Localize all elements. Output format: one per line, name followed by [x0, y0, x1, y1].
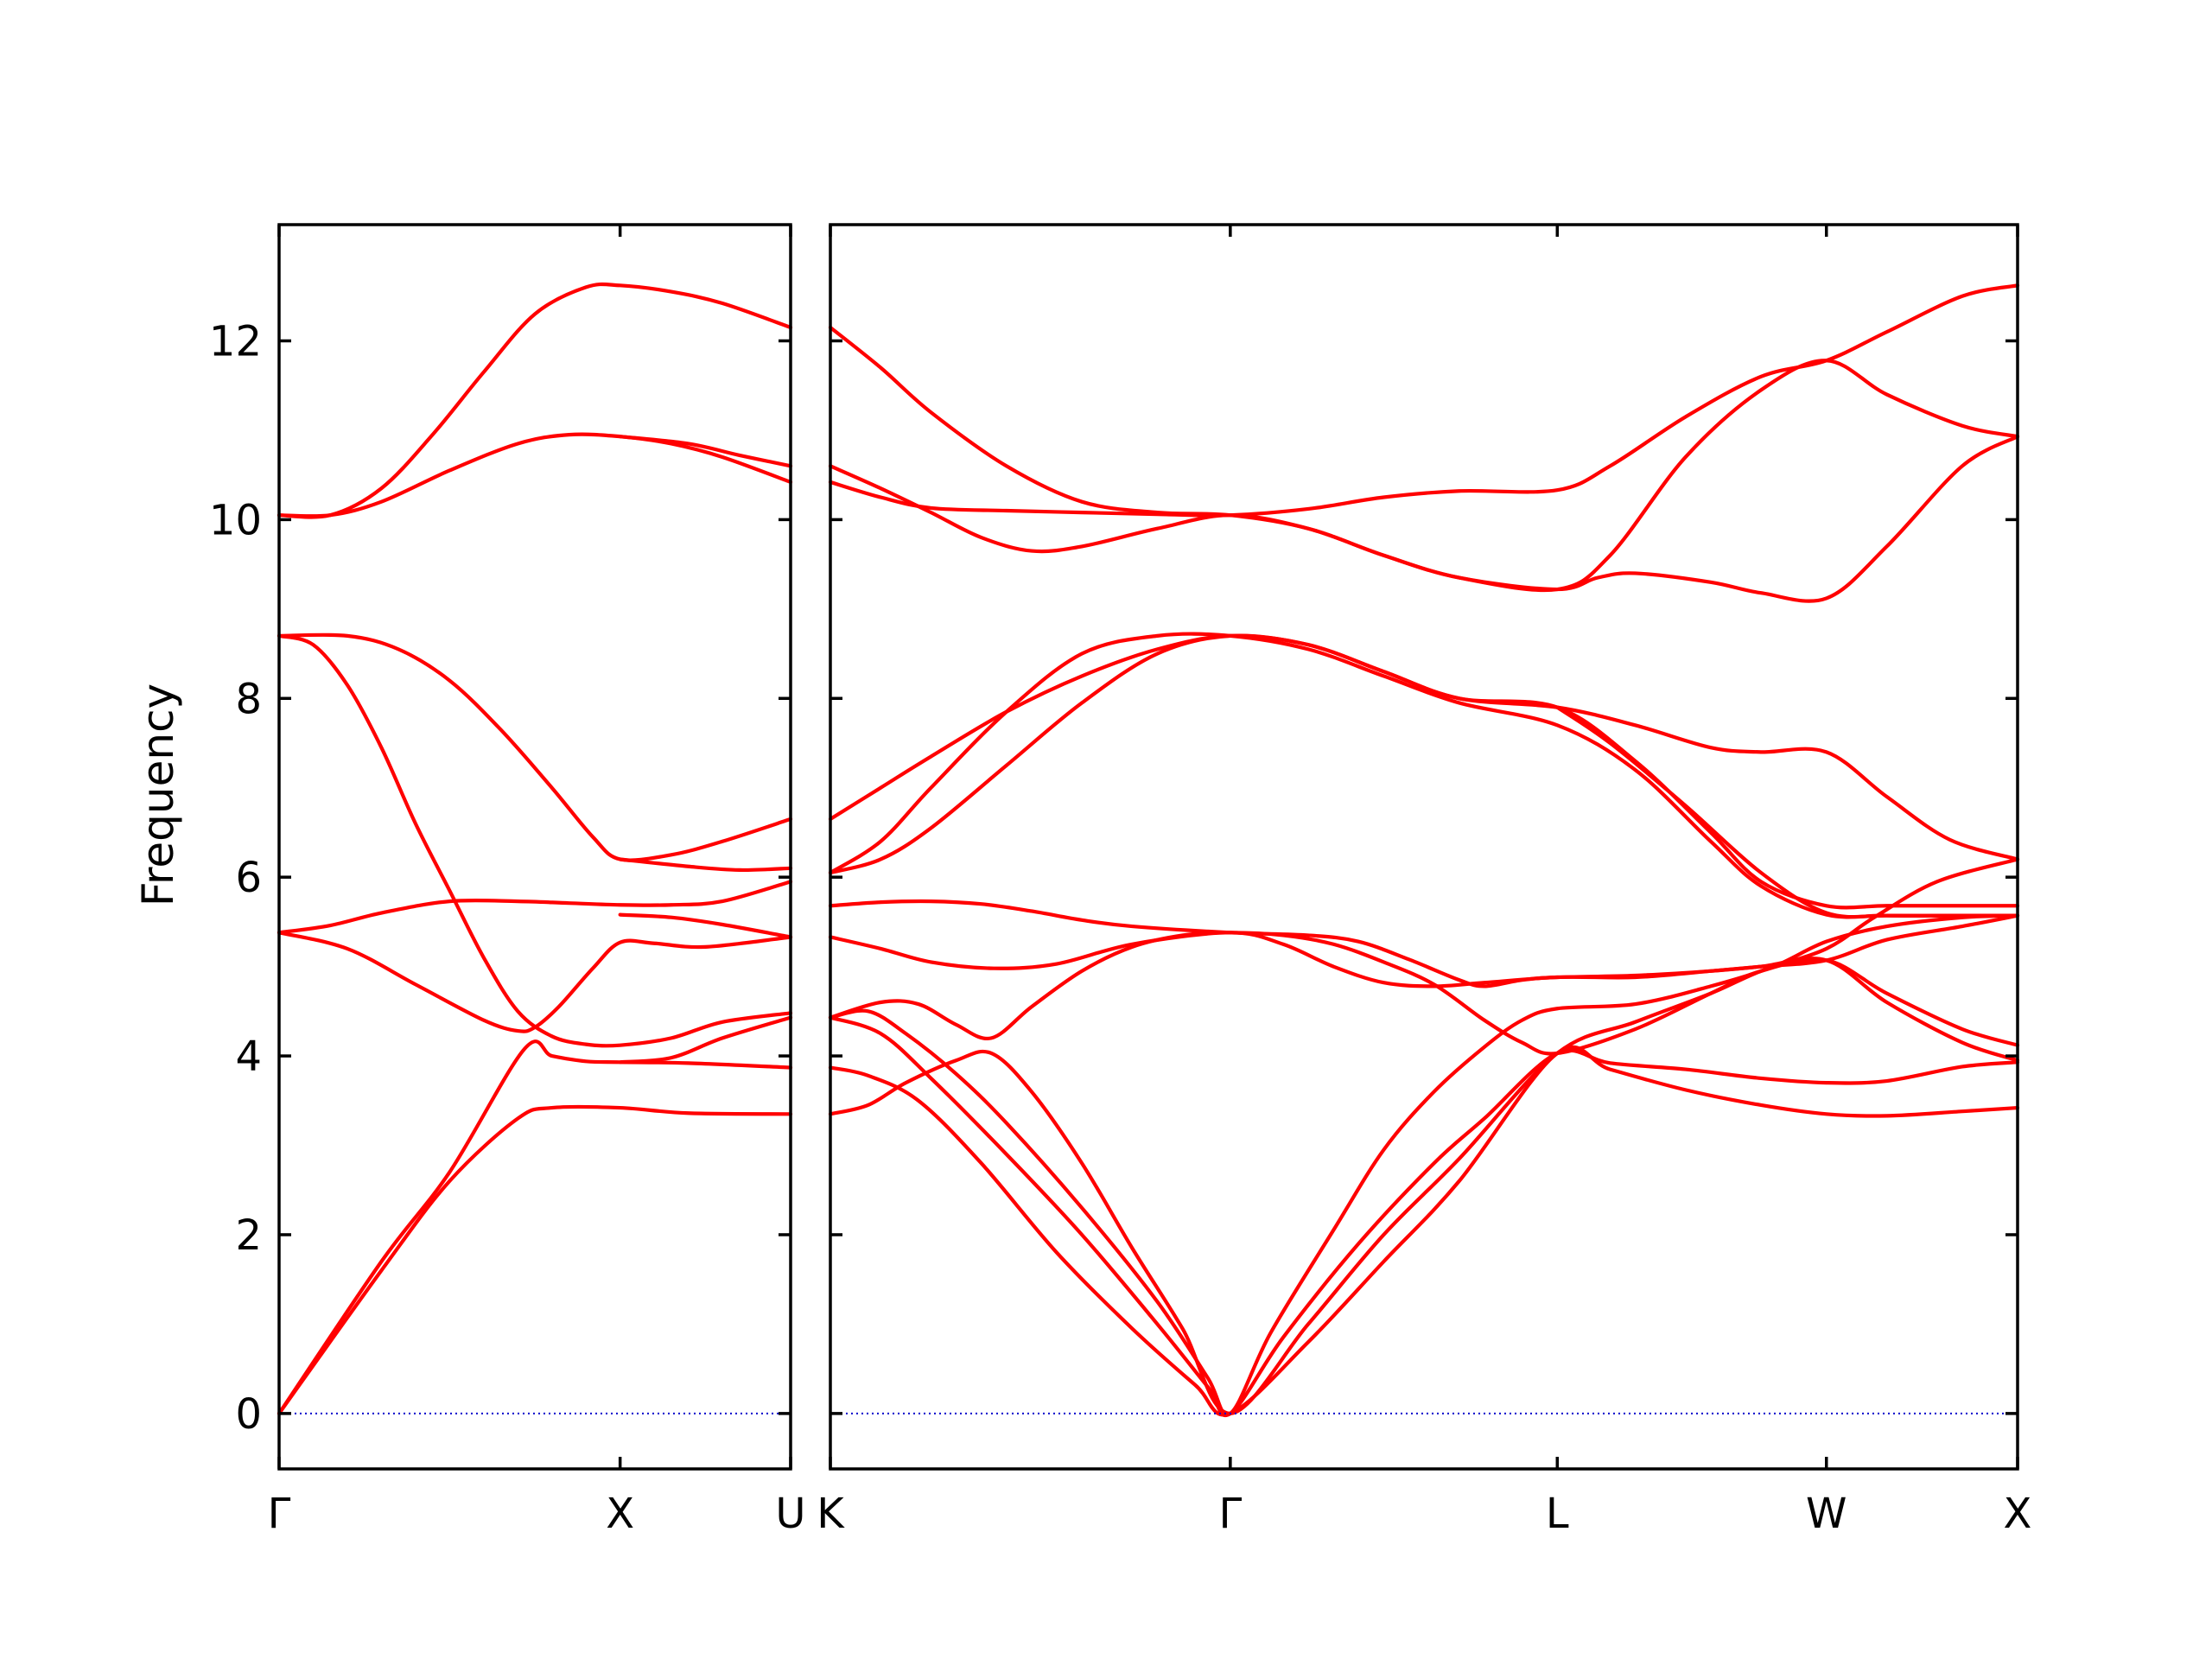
band-line-0-2 — [276, 931, 793, 1033]
y-tick-label: 4 — [235, 1033, 262, 1081]
y-tick-label: 2 — [235, 1211, 262, 1260]
band-line-1-12 — [828, 325, 2020, 603]
band-line-0-6 — [276, 432, 793, 518]
x-tick-label: W — [1806, 1490, 1847, 1538]
band-line-0-5 — [276, 632, 793, 862]
band-line-0-3 — [276, 880, 793, 935]
x-tick-label: Γ — [268, 1490, 291, 1538]
band-line-1-5 — [828, 931, 2020, 1063]
y-tick-labels: 0 2 4 6 8 10 12 — [209, 317, 262, 1438]
y-tick-label: 12 — [209, 317, 262, 365]
band-line-1-0 — [828, 1045, 2020, 1417]
y-tick-label: 8 — [235, 675, 262, 723]
band-line-1-8 — [828, 632, 2020, 919]
band-line-0-7 — [276, 282, 793, 519]
band-line-1-6 — [828, 899, 2020, 988]
band-line-1-4 — [828, 931, 2020, 1056]
band-line-1-2 — [828, 913, 2020, 1417]
band-line-0-10 — [618, 1015, 793, 1065]
band-line-0-0 — [276, 1104, 793, 1415]
band-line-1-1 — [828, 1015, 2020, 1418]
band-line-1-7 — [828, 633, 2020, 875]
x-tick-label: Γ — [1218, 1490, 1242, 1538]
x-tick-label: U — [775, 1490, 805, 1538]
x-tick-label: X — [2004, 1490, 2032, 1538]
band-line-0-1 — [276, 1039, 793, 1415]
y-tick-label: 6 — [235, 854, 262, 902]
band-line-1-13 — [1555, 705, 2020, 919]
band-line-0-4 — [276, 633, 793, 1048]
band-line-1-11 — [828, 359, 2020, 593]
left-panel-frame — [277, 223, 792, 1471]
y-axis-title: Frequency — [133, 683, 183, 906]
band-line-1-3 — [828, 857, 2020, 1415]
band-line-1-9 — [828, 633, 2020, 910]
band-line-0-9 — [618, 912, 793, 939]
x-tick-label: L — [1546, 1490, 1569, 1538]
x-tick-label: K — [817, 1490, 845, 1538]
band-line-1-10 — [828, 283, 2020, 518]
right-panel-frame — [829, 223, 2019, 1471]
y-tick-label: 0 — [235, 1390, 262, 1439]
x-tick-label: X — [606, 1490, 634, 1538]
y-tick-label: 10 — [209, 496, 262, 544]
band-line-0-8 — [618, 857, 793, 873]
band-line-0-11 — [618, 435, 793, 468]
